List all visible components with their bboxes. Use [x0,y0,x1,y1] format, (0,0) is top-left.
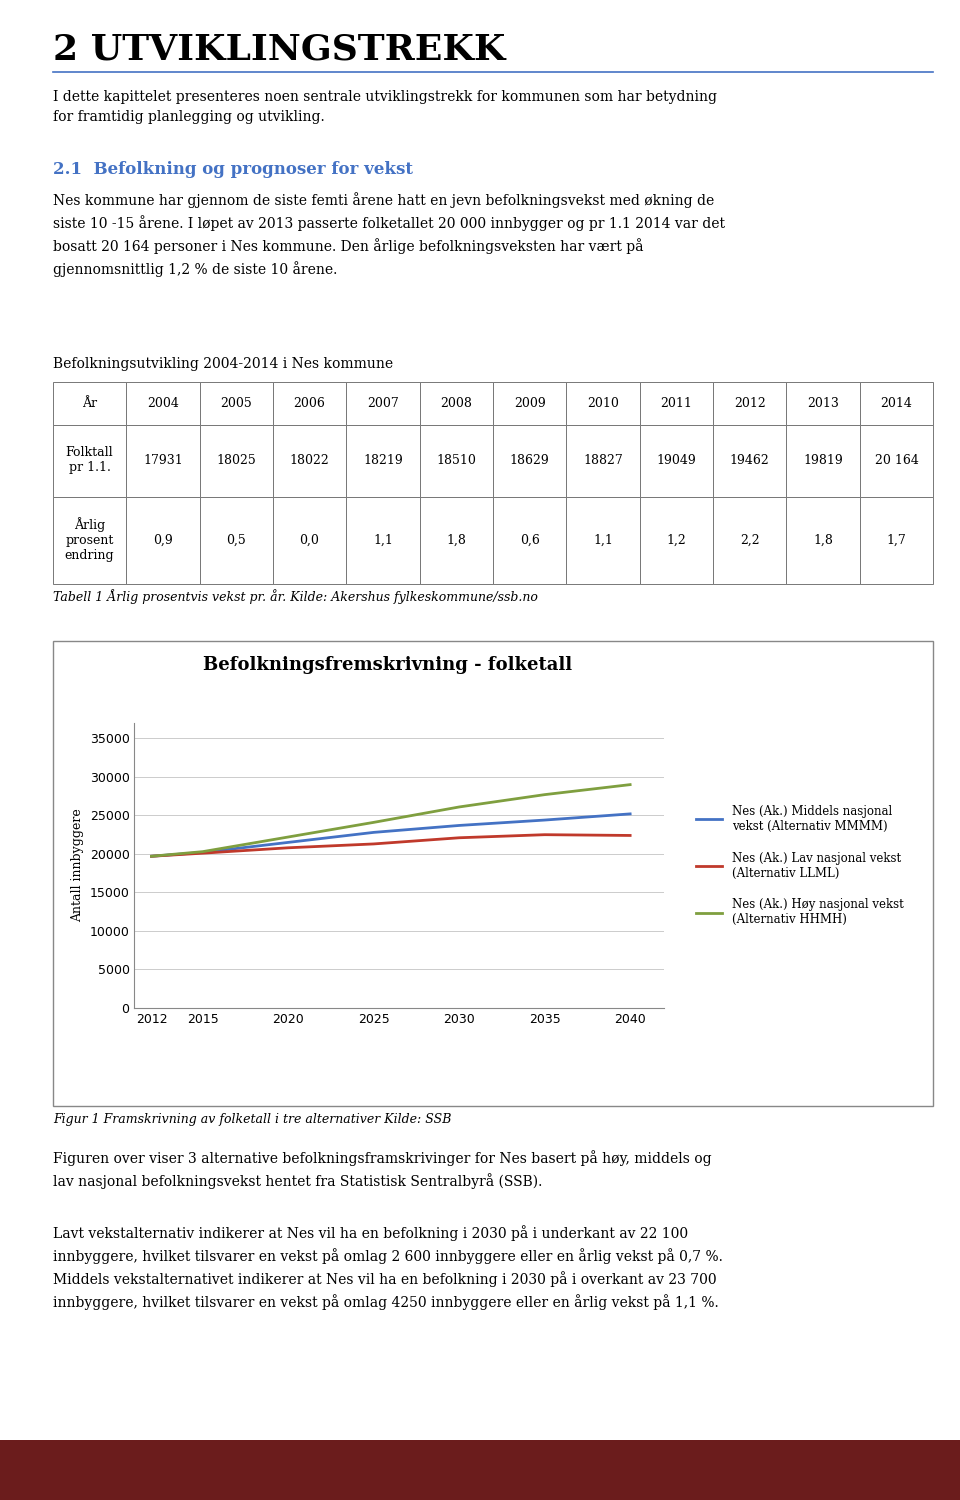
Bar [347,496,420,584]
Text: 0,6: 0,6 [519,534,540,546]
Bar [273,424,347,496]
Text: 18510: 18510 [437,454,476,466]
Bar [420,382,493,424]
Y-axis label: Antall innbyggere: Antall innbyggere [71,808,84,922]
Text: 19819: 19819 [804,454,843,466]
Text: 0,0: 0,0 [300,534,320,546]
Text: 0,9: 0,9 [153,534,173,546]
Bar [53,496,126,584]
Text: 2006: 2006 [294,398,325,410]
Text: 17931: 17931 [143,454,182,466]
Text: 2011: 2011 [660,398,692,410]
Text: 18022: 18022 [290,454,329,466]
Text: 2012: 2012 [733,398,765,410]
Bar [126,496,200,584]
Text: Kommuneplanens arealdel 2013-2030 Nes kommune: Kommuneplanens arealdel 2013-2030 Nes ko… [53,1464,388,1476]
Text: Befolkningsfremskrivning - folketall: Befolkningsfremskrivning - folketall [203,656,572,674]
Text: 20 164: 20 164 [875,454,919,466]
Text: Figuren over viser 3 alternative befolkningsframskrivinger for Nes basert på høy: Figuren over viser 3 alternative befolkn… [53,1150,711,1190]
Text: Folktall
pr 1.1.: Folktall pr 1.1. [65,447,113,474]
Text: 18025: 18025 [216,454,256,466]
Bar [347,424,420,496]
Text: 19049: 19049 [657,454,696,466]
Text: 1,1: 1,1 [593,534,612,546]
Bar [420,496,493,584]
Text: 0,5: 0,5 [227,534,246,546]
Bar [200,496,273,584]
Text: 2014: 2014 [880,398,912,410]
Bar [860,424,933,496]
Text: Lavt vekstalternativ indikerer at Nes vil ha en befolkning i 2030 på i underkant: Lavt vekstalternativ indikerer at Nes vi… [53,1226,723,1310]
Bar [786,496,860,584]
Text: 2013: 2013 [807,398,839,410]
Text: 2 UTVIKLINGSTREKK: 2 UTVIKLINGSTREKK [53,33,505,68]
Text: 1,1: 1,1 [373,534,393,546]
Bar [713,382,786,424]
Bar [566,424,639,496]
Bar [53,382,126,424]
Bar [639,424,713,496]
Text: 18629: 18629 [510,454,549,466]
Text: Tabell 1 Årlig prosentvis vekst pr. år. Kilde: Akershus fylkeskommune/ssb.no: Tabell 1 Årlig prosentvis vekst pr. år. … [53,590,538,604]
Text: 19462: 19462 [730,454,770,466]
Bar [493,424,566,496]
Legend: Nes (Ak.) Middels nasjonal
vekst (Alternativ MMMM), Nes (Ak.) Lav nasjonal vekst: Nes (Ak.) Middels nasjonal vekst (Altern… [691,800,908,932]
Bar [126,382,200,424]
Text: 1,8: 1,8 [446,534,467,546]
Bar [200,424,273,496]
Bar [420,424,493,496]
Bar [493,496,566,584]
Bar [860,382,933,424]
Text: 18827: 18827 [583,454,623,466]
Text: I dette kapittelet presenteres noen sentrale utviklingstrekk for kommunen som ha: I dette kapittelet presenteres noen sent… [53,90,717,124]
Text: 2009: 2009 [514,398,545,410]
Text: offentlig høring: offentlig høring [431,1464,529,1476]
Bar [713,424,786,496]
Bar [53,424,126,496]
Text: 2,2: 2,2 [740,534,759,546]
Text: Figur 1 Framskrivning av folketall i tre alternativer Kilde: SSB: Figur 1 Framskrivning av folketall i tre… [53,1113,451,1126]
Text: År: År [82,398,97,410]
Text: 2005: 2005 [221,398,252,410]
Text: 2008: 2008 [441,398,472,410]
Text: Nes kommune har gjennom de siste femti årene hatt en jevn befolkningsvekst med ø: Nes kommune har gjennom de siste femti å… [53,192,725,276]
Bar [200,382,273,424]
Bar [566,496,639,584]
Bar [126,424,200,496]
Text: 2.1  Befolkning og prognoser for vekst: 2.1 Befolkning og prognoser for vekst [53,160,413,177]
Text: 1,8: 1,8 [813,534,833,546]
Bar [639,496,713,584]
Text: 2007: 2007 [367,398,398,410]
Bar [347,382,420,424]
Text: 2010: 2010 [588,398,619,410]
Text: 2004: 2004 [147,398,179,410]
Bar [273,496,347,584]
Bar [786,424,860,496]
Bar [713,496,786,584]
Bar [566,382,639,424]
Bar [639,382,713,424]
Bar [273,382,347,424]
Text: Årlig
prosent
endring: Årlig prosent endring [64,518,114,562]
Text: Side 16: Side 16 [885,1464,933,1476]
Bar [53,640,933,1106]
Text: 1,2: 1,2 [666,534,686,546]
Text: 18219: 18219 [363,454,403,466]
Text: 1,7: 1,7 [887,534,906,546]
Bar [786,382,860,424]
Bar [493,382,566,424]
Bar [0,1440,960,1500]
Bar [860,496,933,584]
Text: Befolkningsutvikling 2004-2014 i Nes kommune: Befolkningsutvikling 2004-2014 i Nes kom… [53,357,393,370]
